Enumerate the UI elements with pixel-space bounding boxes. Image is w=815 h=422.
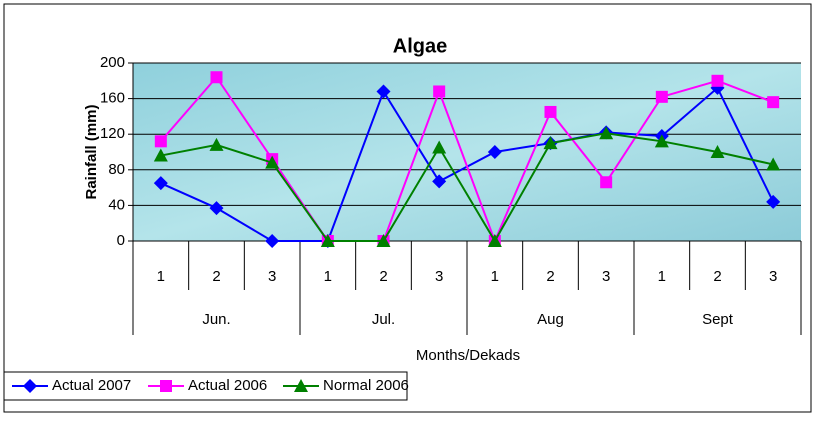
data-point [543, 136, 558, 150]
data-point [154, 135, 167, 148]
data-point [544, 105, 557, 118]
x-tick-label: 3 [602, 268, 610, 285]
series-line [160, 75, 774, 244]
x-tick-label: 1 [491, 268, 499, 285]
x-tick-label: 2 [546, 268, 554, 285]
legend-marker [23, 379, 37, 393]
data-point [209, 137, 224, 151]
legend-marker [294, 379, 308, 392]
data-point [655, 90, 668, 103]
data-point [766, 157, 781, 171]
data-point [599, 126, 614, 140]
y-tick-label: 40 [108, 196, 125, 213]
data-point [376, 234, 391, 247]
data-point [710, 145, 725, 158]
y-tick-label: 0 [117, 232, 125, 249]
data-point [265, 234, 280, 248]
group-label: Sept [702, 311, 734, 328]
x-tick-label: 2 [379, 268, 387, 285]
data-point [432, 140, 447, 154]
data-point [153, 176, 168, 191]
x-tick-label: 1 [324, 268, 332, 285]
x-tick-label: 3 [268, 268, 276, 285]
data-point [320, 234, 335, 247]
x-tick-label: 1 [157, 268, 165, 285]
data-point [767, 96, 780, 109]
y-axis-title: Rainfall (mm) [83, 104, 100, 199]
group-label: Jun. [202, 311, 230, 328]
legend-label: Actual 2007 [52, 377, 131, 394]
plot-area [133, 63, 801, 241]
data-point [376, 84, 391, 99]
x-tick-label: 1 [658, 268, 666, 285]
data-point [209, 201, 224, 216]
y-tick-label: 160 [100, 90, 125, 107]
group-label: Jul. [372, 311, 395, 328]
y-tick-label: 120 [100, 125, 125, 142]
x-axis-title: Months/Dekads [416, 347, 520, 364]
data-point [766, 194, 781, 209]
series-line [160, 132, 774, 243]
data-point [153, 148, 168, 162]
x-tick-label: 2 [713, 268, 721, 285]
x-tick-label: 3 [435, 268, 443, 285]
y-tick-label: 200 [100, 54, 125, 71]
data-point [265, 155, 280, 169]
data-point [210, 71, 223, 84]
y-tick-label: 80 [108, 161, 125, 178]
data-point [487, 145, 502, 159]
data-point [433, 85, 446, 98]
legend-marker [160, 380, 172, 392]
x-tick-label: 3 [769, 268, 777, 285]
chart-title: Algae [393, 35, 447, 57]
data-point [487, 234, 502, 247]
x-tick-label: 2 [212, 268, 220, 285]
group-label: Aug [537, 311, 564, 328]
legend-label: Actual 2006 [188, 377, 267, 394]
legend-label: Normal 2006 [323, 377, 409, 394]
data-point [654, 134, 669, 148]
legend [3, 371, 408, 401]
data-point [711, 74, 724, 87]
data-point [432, 174, 447, 189]
data-point [600, 176, 613, 189]
